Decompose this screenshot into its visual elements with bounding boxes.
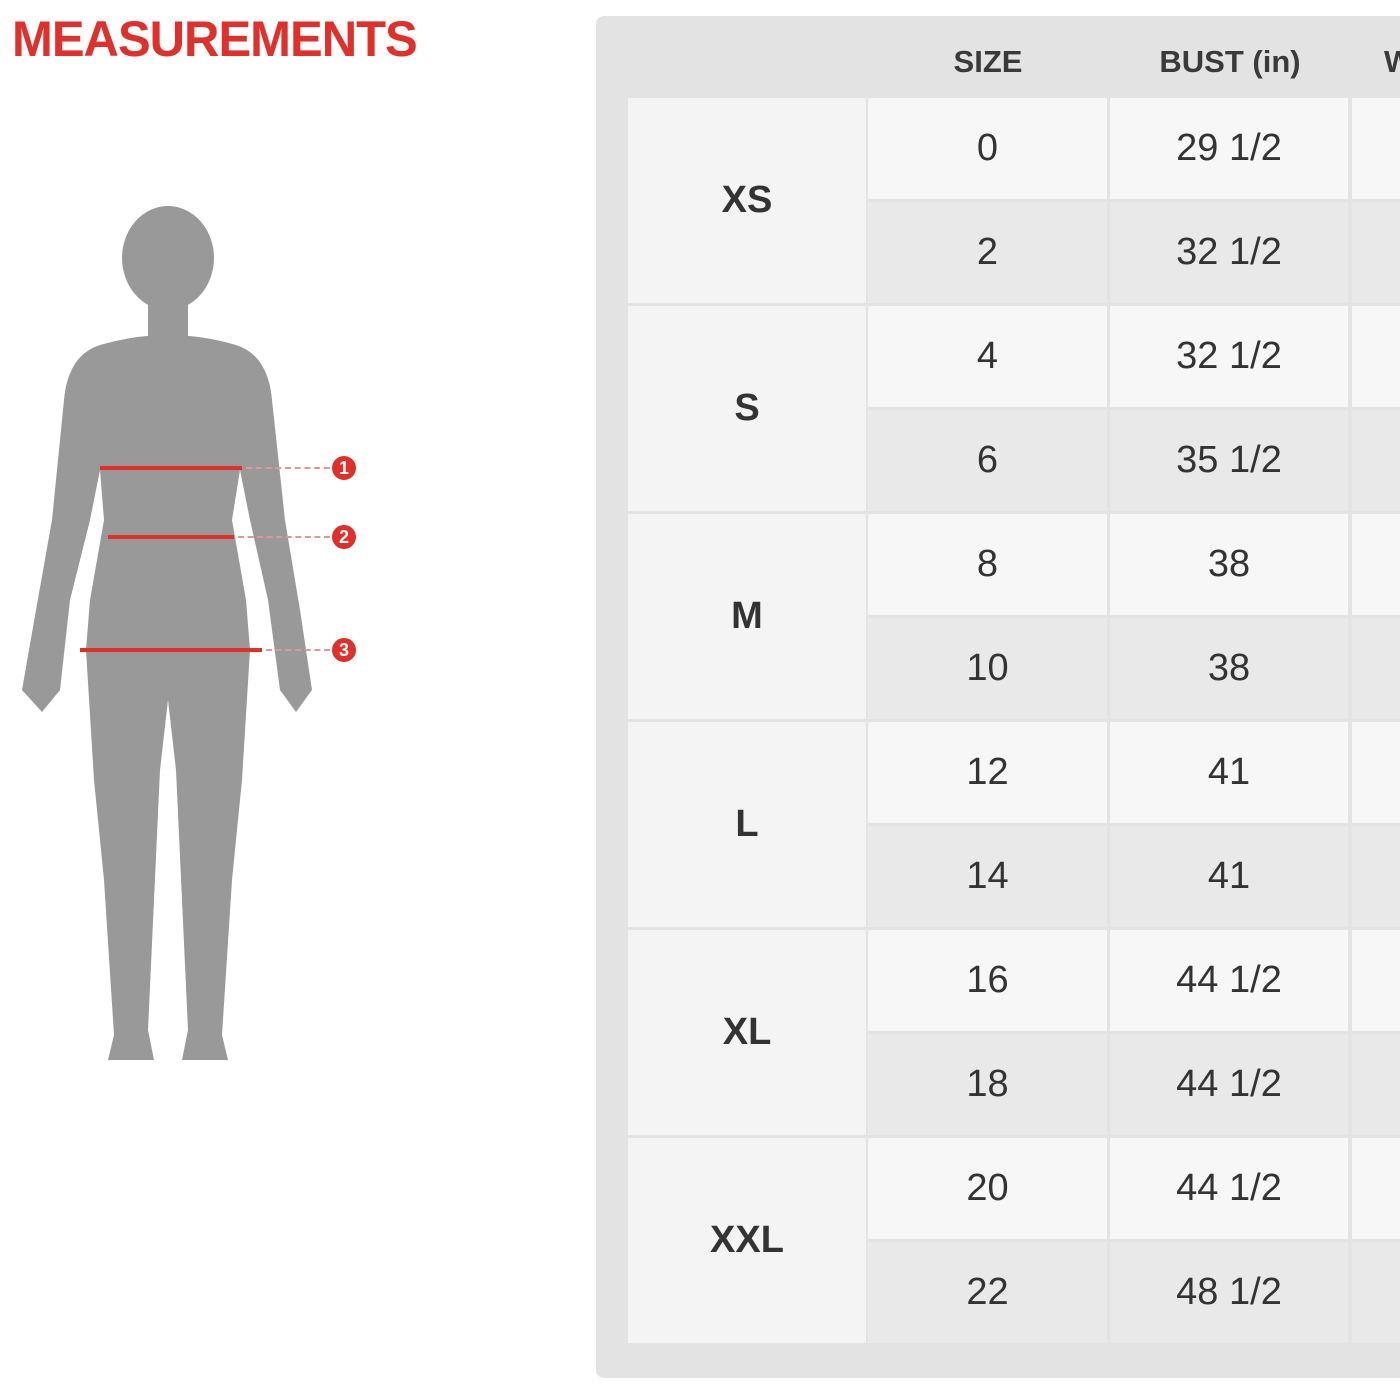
cell-waist-partial: [1352, 1034, 1400, 1135]
cell-size: 22: [868, 1242, 1107, 1343]
cell-size: 18: [868, 1034, 1107, 1135]
cell-bust: 48 1/2: [1110, 1242, 1348, 1343]
measurement-number-badge: 3: [332, 638, 356, 662]
cell-size: 12: [868, 722, 1107, 823]
page-title: MEASUREMENTS: [12, 11, 418, 67]
cell-size: 10: [868, 618, 1107, 719]
cell-size: 2: [868, 202, 1107, 303]
cell-size: 0: [868, 98, 1107, 199]
cell-size: 16: [868, 930, 1107, 1031]
cell-size: 6: [868, 410, 1107, 511]
dashed-leader-line: [238, 536, 330, 538]
cell-bust: 41: [1110, 722, 1348, 823]
dashed-leader-line: [246, 467, 330, 469]
cell-waist-partial: [1352, 930, 1400, 1031]
cell-waist-partial: [1352, 514, 1400, 615]
cell-waist-partial: [1352, 722, 1400, 823]
measurement-line: [100, 466, 242, 470]
header-waist-partial: W: [1384, 44, 1400, 79]
size-group-label: M: [628, 514, 866, 719]
header-bust: BUST (in): [1159, 44, 1301, 79]
cell-bust: 41: [1110, 826, 1348, 927]
cell-waist-partial: [1352, 1242, 1400, 1343]
cell-waist-partial: [1352, 826, 1400, 927]
cell-size: 20: [868, 1138, 1107, 1239]
dashed-leader-line: [266, 649, 330, 651]
cell-waist-partial: [1352, 1138, 1400, 1239]
header-size: SIZE: [953, 44, 1023, 79]
torso-shape: [22, 335, 312, 1060]
size-group-label: S: [628, 306, 866, 511]
cell-bust: 35 1/2: [1110, 410, 1348, 511]
cell-bust: 32 1/2: [1110, 306, 1348, 407]
cell-bust: 44 1/2: [1110, 1138, 1348, 1239]
size-group-label: XS: [628, 98, 866, 303]
cell-waist-partial: [1352, 306, 1400, 407]
cell-waist-partial: [1352, 410, 1400, 511]
cell-bust: 44 1/2: [1110, 930, 1348, 1031]
cell-bust: 29 1/2: [1110, 98, 1348, 199]
cell-bust: 38: [1110, 618, 1348, 719]
cell-size: 4: [868, 306, 1107, 407]
measurement-number-badge: 2: [332, 525, 356, 549]
cell-waist-partial: [1352, 98, 1400, 199]
measurement-line: [108, 535, 234, 539]
size-group-label: L: [628, 722, 866, 927]
size-group-label: XL: [628, 930, 866, 1135]
cell-bust: 32 1/2: [1110, 202, 1348, 303]
cell-waist-partial: [1352, 202, 1400, 303]
size-group-label: XXL: [628, 1138, 866, 1343]
head-shape: [122, 206, 214, 310]
cell-waist-partial: [1352, 618, 1400, 719]
measurement-number-badge: 1: [332, 456, 356, 480]
cell-size: 8: [868, 514, 1107, 615]
cell-bust: 38: [1110, 514, 1348, 615]
cell-bust: 44 1/2: [1110, 1034, 1348, 1135]
measurement-line: [80, 648, 262, 652]
cell-size: 14: [868, 826, 1107, 927]
body-silhouette-figure: [22, 206, 312, 1060]
